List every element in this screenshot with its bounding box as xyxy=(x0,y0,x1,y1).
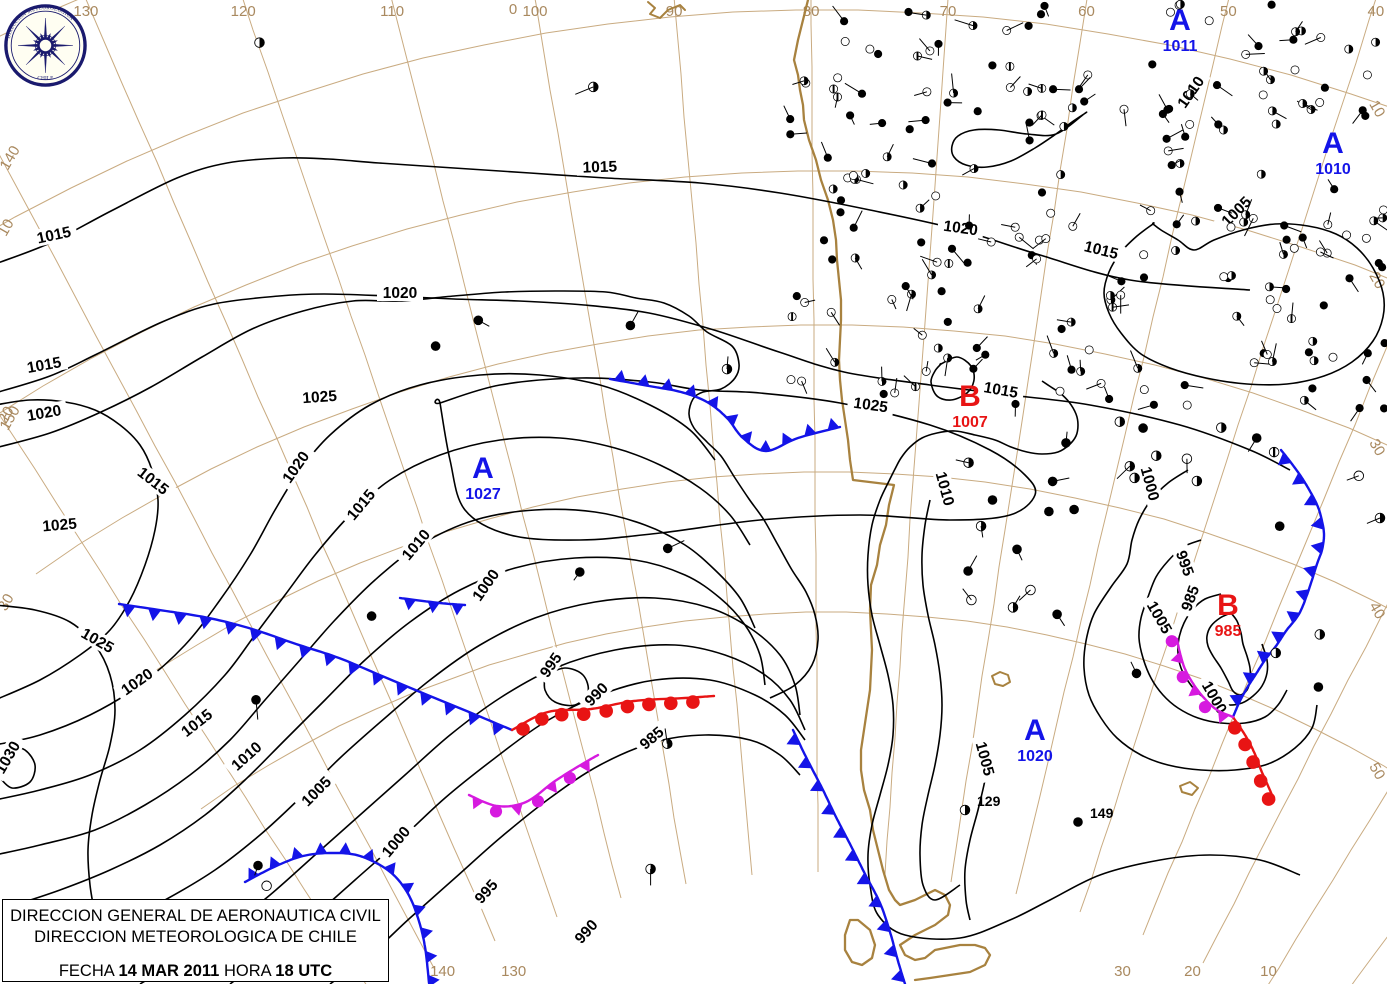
svg-text:30: 30 xyxy=(1114,963,1131,980)
svg-text:130: 130 xyxy=(73,3,98,20)
svg-text:100: 100 xyxy=(522,3,547,20)
svg-text:130: 130 xyxy=(501,963,526,980)
svg-text:B: B xyxy=(1217,589,1239,622)
svg-text:B: B xyxy=(959,380,981,413)
svg-text:10: 10 xyxy=(1260,963,1277,980)
svg-text:1015: 1015 xyxy=(582,158,617,176)
svg-text:985: 985 xyxy=(1215,623,1242,640)
svg-text:120: 120 xyxy=(231,3,256,20)
svg-text:149: 149 xyxy=(1090,805,1114,821)
svg-text:CHILE: CHILE xyxy=(37,76,54,82)
svg-text:1025: 1025 xyxy=(302,388,338,407)
svg-text:110: 110 xyxy=(380,3,404,20)
svg-text:1007: 1007 xyxy=(952,414,988,431)
svg-text:1020: 1020 xyxy=(383,285,417,302)
svg-text:20: 20 xyxy=(1184,963,1201,980)
svg-text:70: 70 xyxy=(940,3,957,20)
svg-text:0: 0 xyxy=(509,1,517,18)
svg-text:1020: 1020 xyxy=(1017,748,1053,765)
svg-text:60: 60 xyxy=(1078,3,1095,20)
svg-text:1027: 1027 xyxy=(465,486,501,503)
svg-text:A: A xyxy=(1024,714,1046,747)
svg-text:50: 50 xyxy=(1220,3,1237,20)
svg-text:1011: 1011 xyxy=(1163,38,1198,55)
svg-text:129: 129 xyxy=(977,793,1001,809)
svg-text:1010: 1010 xyxy=(1315,161,1351,178)
svg-text:A: A xyxy=(472,452,494,485)
svg-text:A: A xyxy=(1322,127,1344,160)
svg-text:40: 40 xyxy=(1368,3,1385,20)
svg-text:1025: 1025 xyxy=(42,516,78,536)
